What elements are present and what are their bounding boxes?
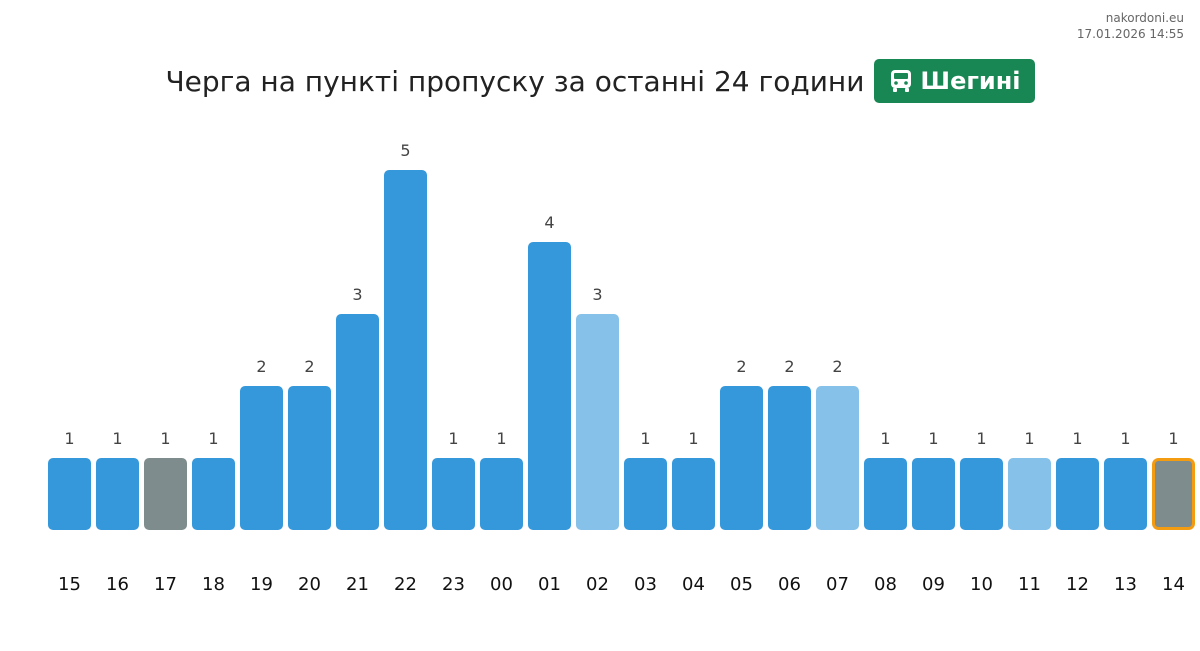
- x-tick-label: 11: [1018, 574, 1041, 595]
- x-tick-label: 08: [874, 574, 897, 595]
- x-tick-label: 01: [538, 574, 561, 595]
- x-tick-label: 00: [490, 574, 513, 595]
- bus-icon: [891, 70, 912, 92]
- bar-value-label: 3: [592, 285, 602, 304]
- bar-00: [480, 458, 523, 530]
- bar-03: [624, 458, 667, 530]
- bar-value-label: 2: [304, 357, 314, 376]
- bar-value-label: 1: [1024, 429, 1034, 448]
- source-timestamp: 17.01.2026 14:55: [1076, 27, 1184, 41]
- bar-23: [432, 458, 475, 530]
- bar-value-label: 1: [64, 429, 74, 448]
- source-info: nakordoni.eu 17.01.2026 14:55: [1077, 10, 1184, 42]
- bar-02: [576, 314, 619, 530]
- chart-header: Черга на пункті пропуску за останні 24 г…: [0, 58, 1200, 104]
- x-tick-label: 12: [1066, 574, 1089, 595]
- bar-value-label: 1: [640, 429, 650, 448]
- bar-value-label: 5: [400, 141, 410, 160]
- x-tick-label: 14: [1162, 574, 1185, 595]
- bar-20: [288, 386, 331, 530]
- bar-value-label: 1: [976, 429, 986, 448]
- x-axis-labels-group: 15 16 17 18 19 20 21 22 23 00 01 02 03 04 05 06 07 08 09 10…: [58, 574, 1185, 595]
- bar-value-label: 2: [736, 357, 746, 376]
- x-tick-label: 21: [346, 574, 369, 595]
- bar-01: [528, 242, 571, 530]
- chart-title: Черга на пункті пропуску за останні 24 г…: [165, 64, 865, 98]
- bar-22: [384, 170, 427, 530]
- bar-05: [720, 386, 763, 530]
- x-tick-label: 03: [634, 574, 657, 595]
- bar-18: [192, 458, 235, 530]
- source-site: nakordoni.eu: [1105, 11, 1184, 25]
- x-tick-label: 09: [922, 574, 945, 595]
- x-tick-label: 19: [250, 574, 273, 595]
- x-tick-label: 02: [586, 574, 609, 595]
- bar-13: [1104, 458, 1147, 530]
- bar-14: [1152, 458, 1195, 530]
- bar-09: [912, 458, 955, 530]
- bar-16: [96, 458, 139, 530]
- bar-value-label: 1: [160, 429, 170, 448]
- bar-value-label: 1: [880, 429, 890, 448]
- bars-group: [48, 170, 1195, 530]
- bar-21: [336, 314, 379, 530]
- x-tick-label: 07: [826, 574, 849, 595]
- bar-value-label: 2: [784, 357, 794, 376]
- bar-value-label: 4: [544, 213, 554, 232]
- bar-08: [864, 458, 907, 530]
- x-tick-label: 05: [730, 574, 753, 595]
- bar-value-label: 1: [448, 429, 458, 448]
- checkpoint-badge: Шегині: [874, 59, 1035, 103]
- x-tick-label: 17: [154, 574, 177, 595]
- checkpoint-name: Шегині: [920, 67, 1021, 95]
- bar-17: [144, 458, 187, 530]
- bar-value-label: 1: [1072, 429, 1082, 448]
- bar-value-label: 2: [832, 357, 842, 376]
- x-tick-label: 06: [778, 574, 801, 595]
- bar-value-label: 1: [928, 429, 938, 448]
- bar-value-label: 1: [1120, 429, 1130, 448]
- x-tick-label: 23: [442, 574, 465, 595]
- x-tick-label: 13: [1114, 574, 1137, 595]
- x-tick-label: 18: [202, 574, 225, 595]
- bar-value-label: 1: [1168, 429, 1178, 448]
- x-tick-label: 04: [682, 574, 705, 595]
- bar-04: [672, 458, 715, 530]
- bar-value-label: 1: [112, 429, 122, 448]
- x-tick-label: 22: [394, 574, 417, 595]
- x-tick-label: 20: [298, 574, 321, 595]
- bar-12: [1056, 458, 1099, 530]
- bar-10: [960, 458, 1003, 530]
- bar-value-label: 1: [688, 429, 698, 448]
- bar-11: [1008, 458, 1051, 530]
- bar-value-label: 3: [352, 285, 362, 304]
- bar-19: [240, 386, 283, 530]
- bar-06: [768, 386, 811, 530]
- bar-15: [48, 458, 91, 530]
- bar-value-label: 1: [208, 429, 218, 448]
- bar-07: [816, 386, 859, 530]
- x-tick-label: 16: [106, 574, 129, 595]
- x-tick-label: 15: [58, 574, 81, 595]
- bar-value-label: 2: [256, 357, 266, 376]
- value-labels-group: 1 1 1 1 2 2 3 5 1 1 4 3 1 1 2 2 2 1 1 1 1 1 1 1: [64, 141, 1178, 448]
- bar-value-label: 1: [496, 429, 506, 448]
- x-tick-label: 10: [970, 574, 993, 595]
